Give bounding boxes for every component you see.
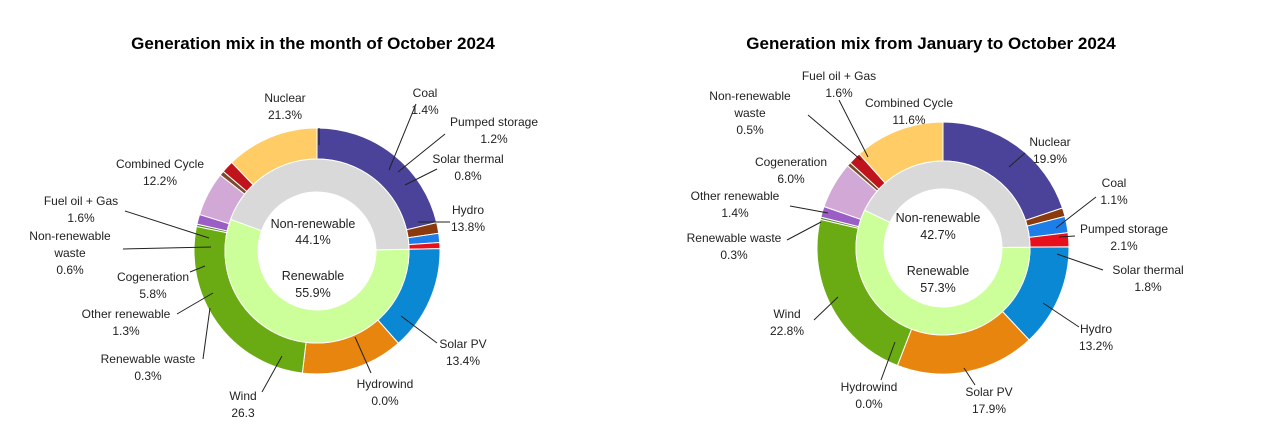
- slice-label-pct: 0.6%: [56, 263, 84, 277]
- leader-line: [963, 367, 976, 386]
- leader-line: [838, 99, 869, 158]
- inner-label-pct: 55.9%: [295, 286, 330, 300]
- inner-label-name: Non-renewable: [896, 211, 981, 225]
- inner-slice-non-renewable: [863, 160, 1031, 248]
- slice-label-name: Solar thermal: [432, 152, 503, 166]
- slice-label-name: Combined Cycle: [116, 157, 204, 171]
- chart-title: Generation mix from January to October 2…: [746, 34, 1116, 53]
- leader-line: [400, 315, 438, 344]
- slice-label-name: waste: [53, 246, 86, 260]
- chart-2: Generation mix from January to October 2…: [687, 34, 1184, 416]
- slice-label-name: Hydro: [1080, 322, 1112, 336]
- slice-label-name: Renewable waste: [687, 231, 782, 245]
- inner-slice-renewable: [855, 209, 1031, 336]
- leader-line: [880, 341, 896, 381]
- slice-label-name: Pumped storage: [450, 115, 538, 129]
- slice-label-name: Nuclear: [264, 91, 305, 105]
- slice-label-pct: 0.5%: [736, 123, 764, 137]
- inner-label-name: Renewable: [282, 269, 345, 283]
- slice-label-pct: 2.1%: [1110, 239, 1138, 253]
- slice-label-pct: 13.4%: [446, 354, 480, 368]
- slice-label-name: Fuel oil + Gas: [802, 69, 876, 83]
- slice-label-name: waste: [733, 106, 766, 120]
- slice-label-name: Other renewable: [82, 307, 171, 321]
- slice-label-pct: 6.0%: [777, 172, 805, 186]
- slice-label-name: Hydro: [452, 203, 484, 217]
- leader-line: [786, 221, 822, 241]
- leader-line: [176, 292, 214, 315]
- inner-slice-renewable: [224, 218, 410, 344]
- slice-label-name: Hydrowind: [357, 377, 414, 391]
- inner-label-name: Non-renewable: [271, 217, 356, 231]
- slice-label-name: Non-renewable: [29, 229, 111, 243]
- slice-label-pct: 13.8%: [451, 220, 485, 234]
- slice-label-pct: 12.2%: [143, 174, 177, 188]
- leader-line: [261, 355, 283, 393]
- slice-label-name: Wind: [773, 307, 800, 321]
- inner-label-pct: 42.7%: [920, 228, 955, 242]
- slice-label-name: Cogeneration: [117, 270, 189, 284]
- inner-label-pct: 44.1%: [295, 233, 330, 247]
- leader-line: [404, 168, 438, 186]
- leader-line: [1058, 235, 1076, 238]
- slice-label-name: Combined Cycle: [865, 96, 953, 110]
- slice-label-pct: 1.4%: [721, 206, 749, 220]
- inner-label-name: Renewable: [907, 264, 970, 278]
- slice-label-pct: 1.8%: [1134, 280, 1162, 294]
- leader-line: [1056, 253, 1104, 271]
- chart-1: Generation mix in the month of October 2…: [29, 34, 538, 420]
- slice-label-name: Fuel oil + Gas: [44, 194, 118, 208]
- slice-label-name: Solar PV: [965, 385, 1012, 399]
- slice-label-name: Pumped storage: [1080, 222, 1168, 236]
- slice-label-pct: 22.8%: [770, 324, 804, 338]
- slice-label-pct: 1.6%: [825, 86, 853, 100]
- slice-label-name: Cogeneration: [755, 155, 827, 169]
- slice-label-pct: 5.8%: [139, 287, 167, 301]
- leader-line: [807, 114, 862, 161]
- slice-label-pct: 11.6%: [892, 113, 925, 127]
- slice-label-pct: 1.6%: [67, 211, 95, 225]
- inner-slice-non-renewable: [229, 158, 410, 251]
- slice-label-pct: 1.4%: [411, 103, 439, 117]
- slice-label-pct: 26.3: [231, 406, 255, 420]
- leader-line: [189, 265, 206, 273]
- slice-label-pct: 21.3%: [268, 108, 302, 122]
- slice-label-pct: 17.9%: [972, 402, 1006, 416]
- slice-label-pct: 0.0%: [855, 397, 883, 411]
- leader-line: [789, 205, 829, 214]
- slice-label-name: Solar PV: [439, 337, 486, 351]
- slice-label-pct: 1.3%: [112, 324, 140, 338]
- slice-label-pct: 1.1%: [1100, 193, 1128, 207]
- inner-label-pct: 57.3%: [920, 281, 955, 295]
- slice-label-name: Renewable waste: [101, 352, 196, 366]
- slice-label-name: Wind: [229, 389, 256, 403]
- slice-label-pct: 0.3%: [720, 248, 748, 262]
- slice-label-name: Other renewable: [691, 189, 780, 203]
- slice-label-pct: 0.0%: [371, 394, 399, 408]
- slice-label-name: Hydrowind: [841, 380, 898, 394]
- slice-label-pct: 13.2%: [1079, 339, 1113, 353]
- slice-label-name: Coal: [413, 86, 438, 100]
- leader-line: [354, 336, 372, 374]
- leader-line: [813, 296, 839, 321]
- slice-label-pct: 0.3%: [134, 369, 162, 383]
- chart-title: Generation mix in the month of October 2…: [131, 34, 495, 53]
- slice-label-pct: 0.8%: [454, 169, 482, 183]
- slice-label-name: Coal: [1102, 176, 1127, 190]
- leader-line: [124, 210, 210, 239]
- leader-line: [1055, 196, 1097, 229]
- leader-line: [122, 246, 212, 250]
- slice-label-pct: 19.9%: [1033, 152, 1067, 166]
- slice-label-name: Nuclear: [1029, 135, 1070, 149]
- slice-label-name: Solar thermal: [1112, 263, 1183, 277]
- leader-line: [202, 307, 211, 360]
- leader-line: [1042, 302, 1080, 328]
- leader-line: [388, 103, 417, 171]
- leader-line: [397, 133, 446, 173]
- leader-line: [1008, 152, 1026, 168]
- slice-label-pct: 1.2%: [480, 132, 508, 146]
- slice-label-name: Non-renewable: [709, 89, 791, 103]
